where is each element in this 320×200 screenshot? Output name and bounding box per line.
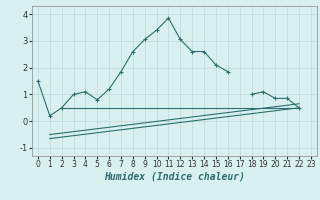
X-axis label: Humidex (Indice chaleur): Humidex (Indice chaleur) bbox=[104, 172, 245, 182]
